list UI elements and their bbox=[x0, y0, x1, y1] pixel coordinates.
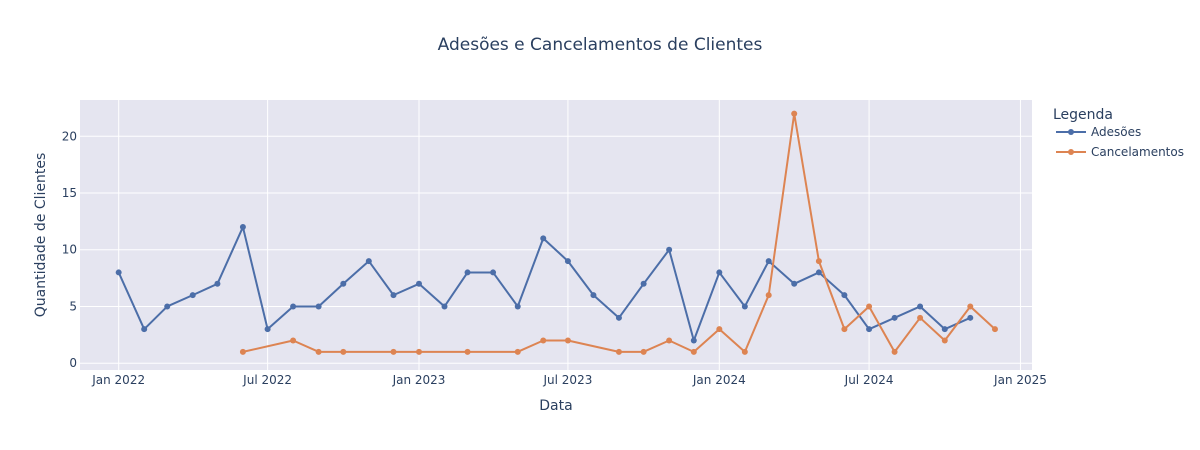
legend-swatch-marker bbox=[1068, 149, 1074, 155]
adesoes-point[interactable] bbox=[716, 269, 723, 276]
adesoes-point[interactable] bbox=[490, 269, 497, 276]
adesoes-point[interactable] bbox=[765, 258, 772, 265]
y-tick-label: 15 bbox=[62, 186, 77, 200]
adesoes-point[interactable] bbox=[941, 326, 948, 333]
cancelamentos-point[interactable] bbox=[690, 348, 697, 355]
x-axis-title: Data bbox=[539, 398, 572, 414]
legend-swatch-marker bbox=[1068, 129, 1074, 135]
adesoes-point[interactable] bbox=[365, 258, 372, 265]
cancelamentos-point[interactable] bbox=[866, 303, 873, 310]
cancelamentos-point[interactable] bbox=[540, 337, 547, 344]
x-tick-label: Jul 2022 bbox=[242, 373, 292, 387]
cancelamentos-point[interactable] bbox=[765, 292, 772, 299]
y-tick-label: 10 bbox=[62, 243, 77, 257]
x-tick-label: Jan 2022 bbox=[91, 373, 145, 387]
cancelamentos-point[interactable] bbox=[640, 348, 647, 355]
adesoes-point[interactable] bbox=[841, 292, 848, 299]
adesoes-point[interactable] bbox=[115, 269, 122, 276]
cancelamentos-point[interactable] bbox=[891, 348, 898, 355]
y-tick-label: 20 bbox=[62, 129, 77, 143]
adesoes-point[interactable] bbox=[315, 303, 322, 310]
adesoes-point[interactable] bbox=[141, 326, 148, 333]
adesoes-point[interactable] bbox=[189, 292, 196, 299]
adesoes-point[interactable] bbox=[815, 269, 822, 276]
adesoes-point[interactable] bbox=[340, 280, 347, 287]
adesoes-point[interactable] bbox=[540, 235, 547, 242]
adesoes-point[interactable] bbox=[690, 337, 697, 344]
legend[interactable]: Legenda Adesões Cancelamentos bbox=[1053, 107, 1184, 159]
x-tick-label: Jan 2025 bbox=[993, 373, 1047, 387]
adesoes-point[interactable] bbox=[891, 314, 898, 321]
adesoes-point[interactable] bbox=[290, 303, 297, 310]
cancelamentos-point[interactable] bbox=[841, 326, 848, 333]
adesoes-point[interactable] bbox=[514, 303, 521, 310]
cancelamentos-point[interactable] bbox=[991, 326, 998, 333]
cancelamentos-point[interactable] bbox=[967, 303, 974, 310]
legend-item-adesoes[interactable]: Adesões bbox=[1056, 125, 1141, 139]
cancelamentos-point[interactable] bbox=[917, 314, 924, 321]
x-tick-label: Jul 2024 bbox=[844, 373, 894, 387]
chart-title: Adesões e Cancelamentos de Clientes bbox=[438, 35, 763, 55]
adesoes-point[interactable] bbox=[590, 292, 597, 299]
cancelamentos-point[interactable] bbox=[464, 348, 471, 355]
legend-title: Legenda bbox=[1053, 107, 1113, 123]
legend-label: Cancelamentos bbox=[1091, 145, 1184, 159]
adesoes-point[interactable] bbox=[615, 314, 622, 321]
series-cancelamentos bbox=[239, 110, 998, 355]
adesoes-point[interactable] bbox=[741, 303, 748, 310]
series-adesoes bbox=[115, 224, 974, 344]
plot-area bbox=[80, 100, 1032, 370]
x-tick-label: Jan 2023 bbox=[392, 373, 446, 387]
cancelamentos-point[interactable] bbox=[340, 348, 347, 355]
adesoes-point[interactable] bbox=[239, 224, 246, 231]
y-tick-label: 5 bbox=[69, 299, 77, 313]
y-tick-label: 0 bbox=[69, 356, 77, 370]
cancelamentos-point[interactable] bbox=[741, 348, 748, 355]
legend-label: Adesões bbox=[1091, 125, 1141, 139]
cancelamentos-point[interactable] bbox=[239, 348, 246, 355]
cancelamentos-point[interactable] bbox=[666, 337, 673, 344]
adesoes-point[interactable] bbox=[464, 269, 471, 276]
cancelamentos-point[interactable] bbox=[941, 337, 948, 344]
adesoes-point[interactable] bbox=[416, 280, 423, 287]
adesoes-point[interactable] bbox=[967, 314, 974, 321]
legend-item-cancelamentos[interactable]: Cancelamentos bbox=[1056, 145, 1184, 159]
adesoes-point[interactable] bbox=[666, 246, 673, 253]
series-layer bbox=[115, 110, 998, 355]
cancelamentos-point[interactable] bbox=[290, 337, 297, 344]
cancelamentos-point[interactable] bbox=[791, 110, 798, 117]
cancelamentos-point[interactable] bbox=[514, 348, 521, 355]
adesoes-point[interactable] bbox=[164, 303, 171, 310]
cancelamentos-point[interactable] bbox=[815, 258, 822, 265]
adesoes-point[interactable] bbox=[214, 280, 221, 287]
cancelamentos-point[interactable] bbox=[390, 348, 397, 355]
cancelamentos-point[interactable] bbox=[615, 348, 622, 355]
cancelamentos-point[interactable] bbox=[564, 337, 571, 344]
cancelamentos-point[interactable] bbox=[416, 348, 423, 355]
y-axis-title: Quantidade de Clientes bbox=[33, 153, 49, 318]
x-tick-label: Jan 2024 bbox=[692, 373, 746, 387]
adesoes-point[interactable] bbox=[564, 258, 571, 265]
cancelamentos-point[interactable] bbox=[315, 348, 322, 355]
cancelamentos-line bbox=[242, 112, 996, 353]
adesoes-point[interactable] bbox=[917, 303, 924, 310]
adesoes-point[interactable] bbox=[441, 303, 448, 310]
adesoes-point[interactable] bbox=[640, 280, 647, 287]
adesoes-point[interactable] bbox=[791, 280, 798, 287]
adesoes-point[interactable] bbox=[866, 326, 873, 333]
adesoes-point[interactable] bbox=[390, 292, 397, 299]
adesoes-point[interactable] bbox=[264, 326, 271, 333]
cancelamentos-point[interactable] bbox=[716, 326, 723, 333]
x-tick-label: Jul 2023 bbox=[543, 373, 593, 387]
tick-labels: Jan 2022 Jul 2022 Jan 2023 Jul 2023 Jan 2024… bbox=[62, 129, 1047, 387]
